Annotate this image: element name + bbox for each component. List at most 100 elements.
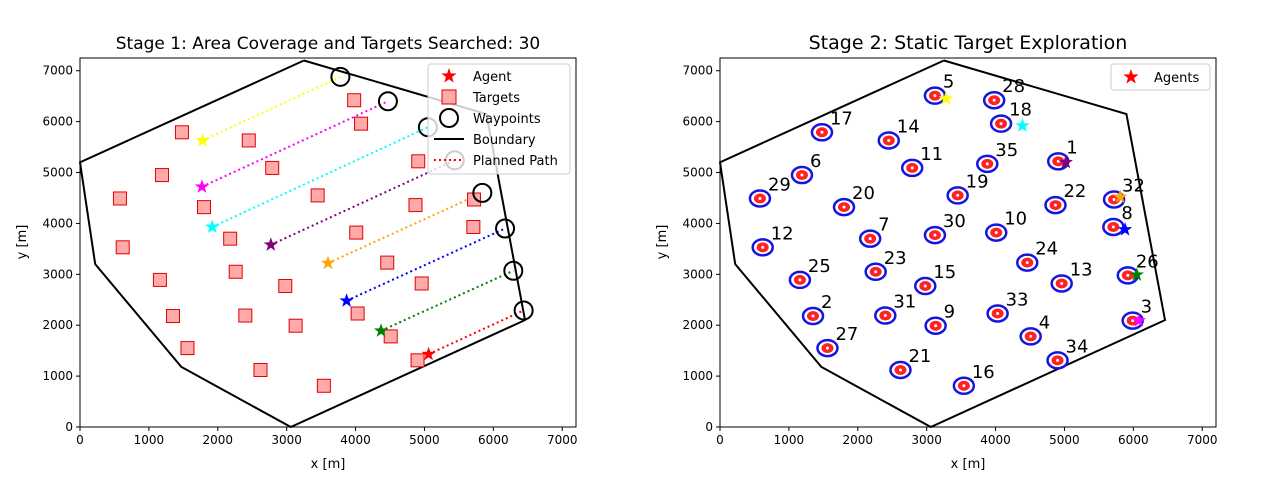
target-center — [1029, 334, 1033, 338]
target-label: 33 — [1006, 290, 1029, 311]
target-label: 32 — [1122, 175, 1145, 196]
legend-circle-icon — [439, 108, 459, 128]
x-tick-label: 4000 — [340, 433, 371, 447]
target-ring — [1019, 327, 1042, 346]
waypoint-marker — [495, 218, 516, 239]
agent-marker — [1058, 154, 1073, 169]
agent-marker — [205, 219, 220, 234]
y-tick-label: 4000 — [42, 216, 73, 230]
target-marker: 35 — [976, 140, 1018, 174]
y-tick-label: 3000 — [42, 267, 73, 281]
target-marker — [253, 362, 268, 377]
target-marker — [112, 191, 127, 206]
target-center — [1112, 197, 1116, 201]
x-tick-label: 7000 — [547, 433, 578, 447]
y-tick-label: 5000 — [682, 166, 713, 180]
agent-marker — [1015, 118, 1030, 132]
ticks-layer: 0 1000 2000 3000 4000 5000 6000 7000 0 1000 2000 30… — [42, 64, 577, 447]
target-ring — [788, 270, 812, 290]
planned-path — [201, 100, 389, 188]
target-ring — [923, 225, 947, 245]
target-marker: 22 — [1044, 181, 1086, 215]
target-center — [825, 346, 829, 350]
target-center — [933, 233, 937, 237]
waypoint-marker — [503, 260, 524, 281]
target-label: 31 — [893, 292, 916, 313]
target-label: 3 — [1141, 297, 1152, 318]
x-tick-label: 3000 — [911, 433, 942, 447]
target-ring — [976, 154, 999, 174]
target-center — [1131, 319, 1135, 323]
planned-path — [202, 75, 341, 142]
target-label: 23 — [884, 248, 907, 269]
target-marker: 14 — [877, 116, 920, 150]
target-marker: 7 — [858, 215, 890, 248]
target-label: 30 — [943, 211, 966, 232]
target-center — [996, 312, 1000, 316]
y-axis-label: y [m] — [15, 225, 30, 260]
target-marker — [115, 240, 130, 255]
target-marker: 20 — [832, 183, 875, 217]
target-marker — [354, 116, 369, 131]
target-marker: 21 — [889, 346, 931, 380]
target-center — [962, 384, 966, 388]
y-tick-label: 4000 — [682, 216, 713, 230]
target-marker — [278, 279, 293, 294]
target-marker — [197, 200, 211, 215]
target-label: 7 — [878, 215, 889, 236]
target-marker — [310, 188, 325, 203]
target-ring — [982, 90, 1006, 110]
target-label: 35 — [995, 140, 1018, 161]
y-tick-label: 6000 — [682, 115, 713, 129]
target-center — [883, 314, 887, 318]
target-center — [758, 196, 762, 200]
x-tick-label: 5000 — [409, 433, 440, 447]
target-ring — [952, 376, 976, 396]
x-axis-label: x [m] — [311, 457, 346, 472]
x-tick-label: 6000 — [1118, 433, 1149, 447]
target-marker: 29 — [748, 174, 791, 208]
x-tick-label: 0 — [76, 433, 84, 447]
target-marker — [383, 329, 398, 344]
target-center — [842, 205, 846, 209]
target-center — [898, 368, 902, 372]
target-ring — [816, 338, 839, 358]
target-marker: 15 — [914, 262, 956, 296]
target-label: 5 — [943, 72, 954, 93]
x-tick-label: 5000 — [1049, 433, 1080, 447]
legend-label: Agents — [1154, 71, 1199, 86]
chart-title: Stage 1: Area Coverage and Targets Searc… — [116, 34, 541, 54]
target-ring — [1102, 190, 1126, 209]
target-ring — [858, 229, 882, 248]
target-center — [761, 245, 765, 249]
target-marker: 4 — [1019, 312, 1050, 346]
ticks-layer: 0 1000 2000 3000 4000 5000 6000 7000 0 1000 2000 30… — [682, 64, 1217, 447]
target-marker — [288, 318, 303, 333]
x-tick-label: 2000 — [843, 433, 874, 447]
legend-entry-targets: Targets — [441, 89, 520, 106]
target-ring — [801, 306, 825, 326]
plot-area — [719, 57, 1217, 428]
target-label: 25 — [808, 256, 831, 277]
target-marker: 2 — [801, 292, 832, 326]
target-ring — [984, 223, 1008, 242]
target-center — [933, 94, 937, 98]
target-marker — [466, 219, 481, 234]
y-tick-label: 0 — [65, 420, 73, 434]
target-label: 2 — [821, 292, 832, 313]
agent-marker — [1117, 222, 1133, 236]
target-marker: 31 — [874, 292, 916, 325]
x-tick-label: 6000 — [478, 433, 509, 447]
waypoint-marker — [330, 66, 351, 87]
legend-entry-planned-path: Planned Path — [434, 154, 558, 169]
target-center — [798, 278, 802, 282]
legend-label: Boundary — [473, 133, 536, 148]
target-ring — [810, 123, 834, 142]
y-tick-label: 7000 — [42, 64, 73, 78]
target-center — [956, 193, 960, 197]
agent-marker — [195, 132, 210, 147]
targets-layer — [112, 93, 482, 393]
target-ring — [751, 238, 774, 257]
target-marker: 23 — [864, 248, 907, 282]
